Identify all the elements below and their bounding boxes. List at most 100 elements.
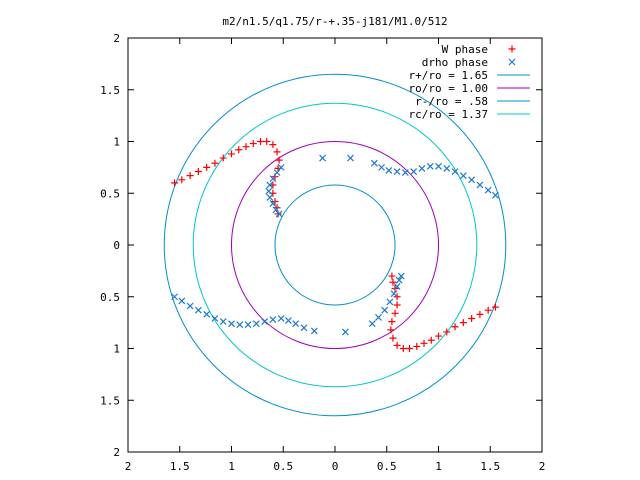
series-1-point-27 (492, 191, 499, 199)
series-0-point-32 (420, 339, 428, 347)
series-1-point-5 (211, 315, 219, 322)
series-0-point-13 (269, 141, 277, 149)
series-1-point-30 (468, 176, 476, 184)
series-0-point-24 (484, 306, 492, 314)
series-1-point-51 (269, 200, 277, 208)
x-tick-label-4: 0 (332, 460, 339, 473)
x-tick-label-3: 0.5 (273, 460, 293, 473)
series-1-point-15 (292, 320, 300, 328)
series-1-point-13 (277, 315, 285, 322)
series-0-point-33 (413, 342, 421, 350)
series-0-point-28 (451, 323, 459, 331)
series-0-point-8 (235, 146, 243, 154)
y-tick-label-6: 1 (113, 343, 120, 356)
series-1-point-45 (277, 163, 285, 171)
series-1-point-32 (451, 168, 459, 175)
series-1-point-3 (194, 306, 202, 314)
series-0-point-14 (273, 148, 281, 156)
series-0-point-5 (211, 159, 219, 167)
series-0-point-4 (203, 163, 211, 171)
series-1-point-53 (275, 210, 283, 218)
series-0-point-23 (491, 303, 499, 311)
legend-swatch-1 (508, 58, 516, 66)
series-1-point-19 (368, 320, 376, 328)
series-1-point-47 (269, 175, 277, 183)
series-1-point-26 (397, 272, 405, 280)
series-0-point-27 (459, 319, 467, 327)
y-tick-label-1: 1.5 (100, 84, 120, 97)
series-1-point-8 (236, 321, 244, 329)
series-0-point-30 (435, 332, 442, 340)
series-0-point-11 (256, 138, 264, 145)
series-1-point-37 (410, 168, 418, 175)
series-0-point-42 (393, 293, 401, 301)
series-1-point-35 (426, 162, 434, 170)
series-1-point-31 (459, 172, 467, 180)
series-0-point-35 (399, 345, 407, 352)
y-tick-label-2: 1 (113, 136, 120, 149)
series-0-point-12 (263, 138, 271, 145)
y-tick-label-5: 0.5 (100, 291, 120, 304)
series-1-point-41 (378, 163, 385, 171)
series-0-point-39 (388, 318, 396, 326)
series-0-point-0 (171, 179, 179, 187)
series-1-point-21 (381, 306, 389, 314)
series-1-point-50 (266, 193, 274, 201)
circle-1 (231, 141, 439, 349)
series-1-point-43 (347, 154, 354, 162)
series-1-point-48 (266, 181, 274, 189)
series-1-point-36 (418, 164, 426, 172)
series-0-point-36 (393, 341, 401, 349)
series-0-point-9 (242, 143, 250, 151)
series-1-point-39 (393, 168, 401, 175)
x-tick-label-5: 0.5 (377, 460, 397, 473)
legend-label-0: W phase (442, 43, 488, 56)
series-1-point-38 (401, 169, 409, 176)
series-1-point-1 (178, 297, 186, 305)
series-0-point-38 (387, 326, 395, 334)
series-1-point-6 (219, 318, 227, 326)
legend-label-2: r+/ro = 1.65 (409, 69, 488, 82)
series-1-point-16 (300, 324, 308, 332)
series-1-point-10 (252, 320, 260, 328)
x-tick-label-1: 1.5 (170, 460, 190, 473)
series-1-point-20 (375, 314, 382, 321)
x-tick-label-2: 1 (228, 460, 235, 473)
y-tick-label-8: 2 (113, 446, 120, 459)
series-0-point-10 (249, 140, 257, 148)
series-1-point-40 (385, 167, 393, 174)
series-0-point-29 (443, 328, 451, 336)
y-tick-label-7: 1.5 (100, 394, 120, 407)
x-tick-label-0: 2 (125, 460, 132, 473)
x-tick-label-8: 2 (539, 460, 546, 473)
legend-label-4: r-/ro = .58 (415, 95, 488, 108)
series-1-point-7 (228, 320, 235, 328)
series-1-point-46 (273, 169, 281, 176)
series-1-point-0 (171, 293, 178, 301)
axis-ticks: 2 1.5 1 0.5 0 0.5 1 1.5 221.510.500.511.52 (100, 32, 545, 473)
series-0-point-2 (186, 172, 194, 180)
circle-2 (274, 184, 396, 306)
series-0-point-6 (219, 154, 227, 162)
y-tick-label-0: 2 (113, 32, 120, 45)
series-0-point-26 (468, 314, 476, 322)
series-1-point-33 (443, 164, 451, 172)
series-1-point-14 (285, 317, 292, 324)
series-0-point-34 (406, 345, 414, 352)
series-1-point-23 (390, 290, 398, 298)
reference-circles (163, 73, 507, 417)
series-0-point-44 (389, 278, 397, 286)
series-1-point-22 (386, 298, 394, 306)
data-points (171, 138, 499, 352)
series-1-point-29 (476, 181, 484, 189)
y-tick-label-3: 0.5 (100, 187, 120, 200)
series-1-point-18 (341, 328, 349, 336)
series-1-point-25 (395, 276, 403, 284)
x-tick-label-6: 1 (435, 460, 442, 473)
legend-swatch-0 (508, 45, 516, 53)
series-0-point-40 (391, 309, 399, 317)
series-0-point-41 (393, 301, 401, 309)
series-1-point-2 (186, 302, 194, 310)
series-1-point-17 (310, 327, 318, 335)
